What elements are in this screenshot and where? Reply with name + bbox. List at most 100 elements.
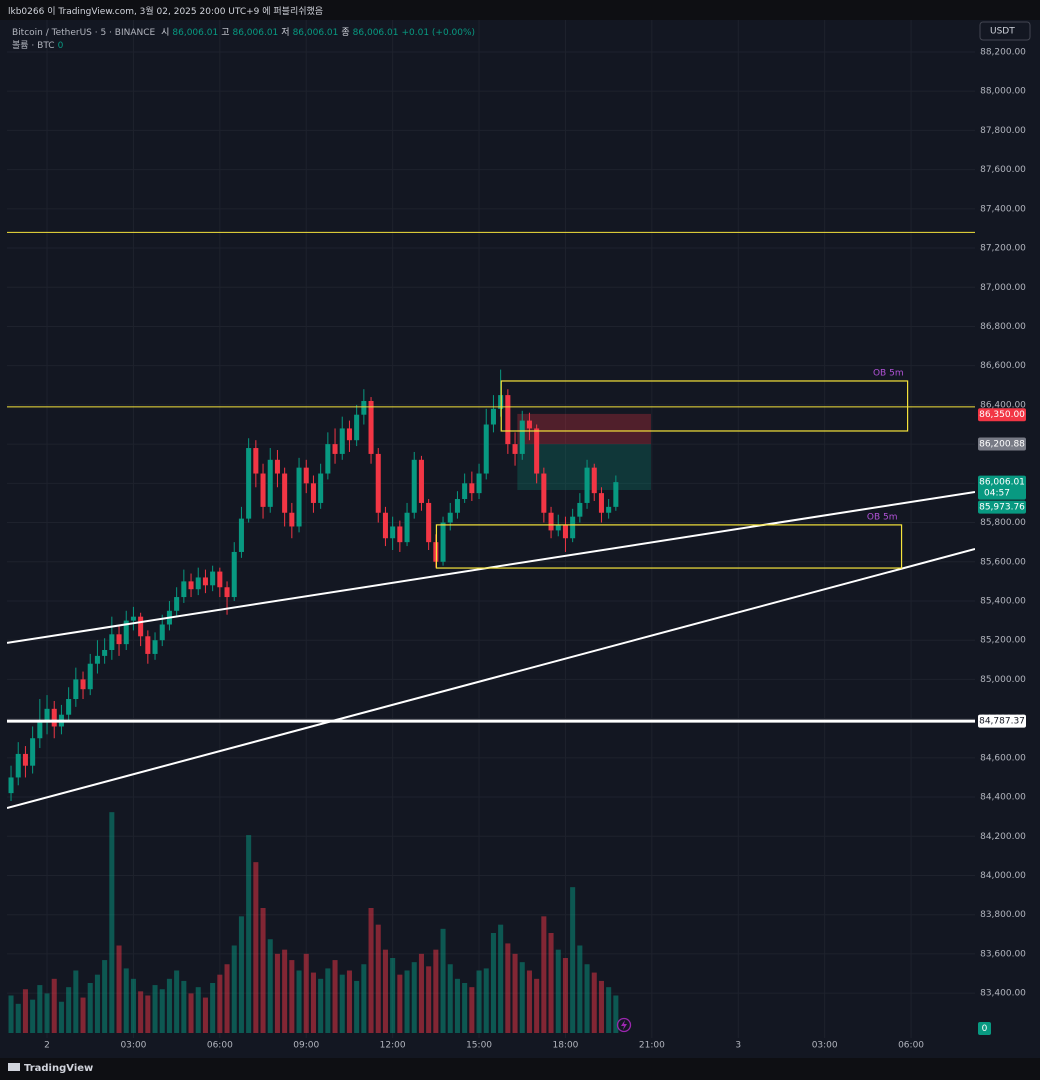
candle-body	[15, 753, 21, 778]
price-badge-label: 86,200.88	[979, 439, 1025, 449]
volume-bar	[541, 916, 547, 1033]
position-target	[517, 444, 651, 490]
candle-body	[123, 620, 129, 645]
ohlc-value: 86,006.01	[352, 28, 399, 38]
candle-body	[462, 483, 468, 500]
candle-body	[37, 722, 43, 739]
candle-body	[418, 459, 424, 503]
y-tick-label: 83,600.00	[980, 949, 1026, 959]
volume-bar	[318, 978, 324, 1033]
countdown: 04:57	[984, 489, 1010, 499]
volume-bar	[469, 987, 475, 1033]
candle-body	[109, 634, 115, 650]
candle-body	[152, 640, 158, 654]
volume-bar	[102, 960, 108, 1033]
published-note: lkb0266 이 TradingView.com, 3월 02, 2025 2…	[8, 7, 324, 17]
candle-body	[217, 571, 223, 588]
volume-bar	[238, 916, 244, 1033]
replay-icon[interactable]	[616, 1017, 632, 1033]
price-badge	[978, 408, 1026, 422]
candle-body	[332, 444, 338, 454]
y-tick-label: 85,400.00	[980, 596, 1026, 606]
volume-bar	[73, 970, 79, 1033]
candle-body	[8, 777, 14, 794]
volume-bar	[426, 966, 432, 1033]
candle-body	[102, 650, 108, 656]
volume-bar	[411, 962, 417, 1033]
volume-bar	[22, 989, 28, 1033]
currency-button[interactable]	[979, 21, 1031, 41]
candle-body	[382, 512, 388, 539]
volume-bar	[15, 1003, 21, 1033]
volume-bar	[130, 978, 136, 1033]
candle-body	[325, 444, 331, 474]
candle-body	[570, 516, 576, 539]
candle-body	[267, 459, 273, 507]
ohlc-name: 고	[221, 28, 230, 38]
candle-body	[512, 444, 518, 454]
volume-bar	[217, 974, 223, 1033]
ohlc-value: 86,006.01	[292, 28, 339, 38]
y-tick-label: 84,600.00	[980, 753, 1026, 763]
volume-bar	[303, 953, 309, 1033]
top-bar	[0, 0, 1040, 20]
volume-bar	[109, 812, 115, 1033]
y-tick-label: 86,400.00	[980, 400, 1026, 410]
price-badge-label: 85,973.76	[979, 503, 1025, 513]
price-badge	[978, 475, 1026, 500]
volume-bar	[519, 962, 525, 1033]
candle-body	[238, 518, 244, 552]
y-tick-label: 84,200.00	[980, 832, 1026, 842]
ohlc-name: 종	[341, 28, 350, 38]
candle-body	[51, 708, 57, 727]
volume-bar	[418, 953, 424, 1033]
volume-bar	[613, 995, 619, 1033]
candle-body	[274, 459, 280, 474]
candle-body	[231, 551, 237, 598]
volume-bar	[490, 933, 496, 1033]
x-tick-label: 03:00	[120, 1041, 146, 1051]
volume-bar	[555, 949, 561, 1033]
candle-body	[361, 400, 367, 415]
legend: Bitcoin / TetherUS · 5 · BINANCE 시 86,006…	[12, 25, 478, 38]
y-tick-label: 86,600.00	[980, 361, 1026, 371]
candle-body	[339, 428, 345, 454]
candle-body	[375, 453, 381, 513]
volume-bar	[498, 924, 504, 1033]
volume-bar	[354, 980, 360, 1033]
candle-body	[469, 483, 475, 494]
volume-bar	[8, 995, 14, 1033]
ohlc-name: 시	[161, 28, 170, 38]
change: +0.01 (+0.00%)	[401, 28, 476, 38]
volume-bar	[368, 908, 374, 1033]
x-tick-label: 2	[44, 1041, 50, 1051]
volume-bar	[145, 995, 151, 1033]
volume-bar	[195, 987, 201, 1033]
candle-body	[296, 467, 302, 527]
candle-body	[94, 655, 100, 664]
volume-bar	[562, 958, 568, 1033]
y-tick-label: 86,800.00	[980, 322, 1026, 332]
candle-body	[598, 493, 604, 513]
candle-body	[490, 408, 496, 425]
x-tick-label: 03:00	[812, 1041, 838, 1051]
volume-bar	[584, 964, 590, 1033]
volume-badge	[978, 1022, 991, 1035]
volume-bar	[526, 970, 532, 1033]
order-block-label: OB 5m	[873, 368, 904, 378]
candle-body	[188, 581, 194, 590]
volume-bar	[152, 985, 158, 1033]
candle-body	[138, 616, 144, 637]
x-tick-label: 09:00	[293, 1041, 319, 1051]
volume-bar	[159, 989, 165, 1033]
volume-badge-label: 0	[982, 1024, 988, 1034]
volume-bar	[202, 997, 208, 1033]
volume-bar	[188, 993, 194, 1033]
y-tick-label: 85,200.00	[980, 636, 1026, 646]
volume-bar	[591, 972, 597, 1033]
volume-bar	[267, 939, 273, 1033]
volume-label: 볼륨 · BTC	[12, 41, 55, 51]
price-badge-label: 86,350.00	[979, 410, 1025, 420]
